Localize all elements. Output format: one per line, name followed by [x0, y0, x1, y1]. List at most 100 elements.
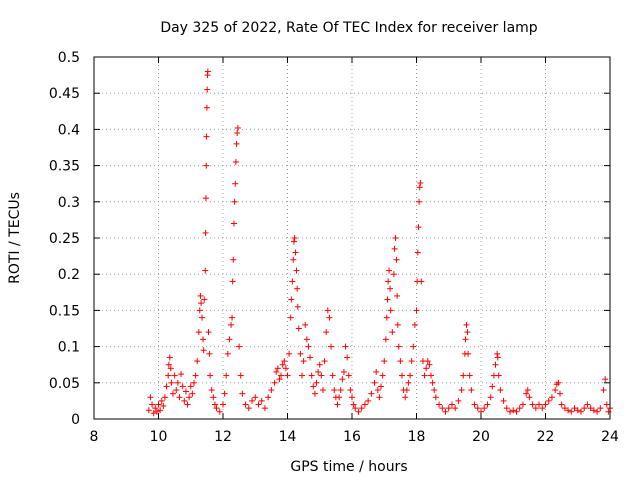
data-point [229, 314, 236, 321]
data-point [507, 408, 514, 415]
data-point [324, 307, 331, 314]
data-point [445, 405, 452, 412]
data-point [290, 238, 297, 245]
data-point [460, 372, 467, 379]
data-point [432, 394, 439, 401]
data-point [150, 410, 157, 417]
y-tick-label: 0.15 [49, 303, 80, 319]
data-point [603, 401, 610, 408]
data-point [371, 379, 378, 386]
data-point [273, 368, 280, 375]
data-point [492, 361, 499, 368]
x-tick-label: 14 [279, 429, 297, 445]
data-point [252, 394, 259, 401]
data-point [489, 383, 496, 390]
data-point [513, 408, 520, 415]
data-point [474, 405, 481, 412]
data-point [529, 401, 536, 408]
data-point [205, 329, 212, 336]
data-points [145, 68, 613, 417]
data-point [192, 372, 199, 379]
data-point [395, 343, 402, 350]
data-point [255, 401, 262, 408]
data-point [597, 405, 604, 412]
data-point [294, 285, 301, 292]
data-point [416, 184, 423, 191]
data-point [350, 401, 357, 408]
data-point [210, 394, 217, 401]
data-point [431, 387, 438, 394]
data-point [539, 405, 546, 412]
chart-title: Day 325 of 2022, Rate Of TEC Index for r… [160, 20, 537, 36]
data-point [519, 401, 526, 408]
data-point [284, 372, 291, 379]
data-point [577, 408, 584, 415]
data-point [458, 387, 465, 394]
data-point [416, 198, 423, 205]
data-point [334, 401, 341, 408]
data-point [232, 180, 239, 187]
data-point [503, 405, 510, 412]
data-point [145, 407, 152, 414]
data-point [230, 220, 237, 227]
data-point [590, 407, 597, 414]
data-point [294, 303, 301, 310]
data-point [199, 314, 206, 321]
data-point [368, 390, 375, 397]
data-point [394, 292, 401, 299]
data-point [411, 321, 418, 328]
data-point [600, 387, 607, 394]
data-point [303, 336, 310, 343]
data-point [234, 130, 241, 137]
data-point [384, 296, 391, 303]
y-tick-label: 0.2 [58, 267, 80, 283]
data-point [468, 387, 475, 394]
data-point [545, 397, 552, 404]
data-point [405, 379, 412, 386]
data-point [487, 394, 494, 401]
data-point [414, 249, 421, 256]
data-point [463, 321, 470, 328]
data-point [198, 300, 205, 307]
data-point [319, 387, 326, 394]
data-point [374, 387, 381, 394]
data-point [464, 329, 471, 336]
data-point [394, 321, 401, 328]
data-point [436, 401, 443, 408]
data-point [302, 321, 309, 328]
data-point [286, 350, 293, 357]
data-point [203, 104, 210, 111]
y-tick-label: 0.35 [49, 159, 80, 175]
data-point [497, 387, 504, 394]
data-point [326, 314, 333, 321]
data-point [160, 402, 167, 409]
data-point [197, 292, 204, 299]
data-point [167, 365, 174, 372]
x-tick-label: 18 [408, 429, 426, 445]
data-point [361, 401, 368, 408]
data-point [466, 372, 473, 379]
data-point [424, 358, 431, 365]
data-point [297, 350, 304, 357]
data-point [155, 401, 162, 408]
data-point [152, 405, 159, 412]
data-point [568, 408, 575, 415]
data-point [571, 405, 578, 412]
data-point [265, 394, 272, 401]
data-point [418, 278, 425, 285]
data-point [213, 405, 220, 412]
data-point [310, 383, 317, 390]
data-point [307, 354, 314, 361]
data-point [204, 68, 211, 75]
x-tick-label: 20 [472, 429, 490, 445]
data-point [258, 397, 265, 404]
x-tick-label: 12 [214, 429, 232, 445]
data-point [452, 405, 459, 412]
data-point [439, 405, 446, 412]
y-tick-label: 0.3 [58, 195, 80, 211]
data-point [308, 372, 315, 379]
data-point [274, 365, 281, 372]
data-point [311, 390, 318, 397]
data-point [206, 350, 213, 357]
